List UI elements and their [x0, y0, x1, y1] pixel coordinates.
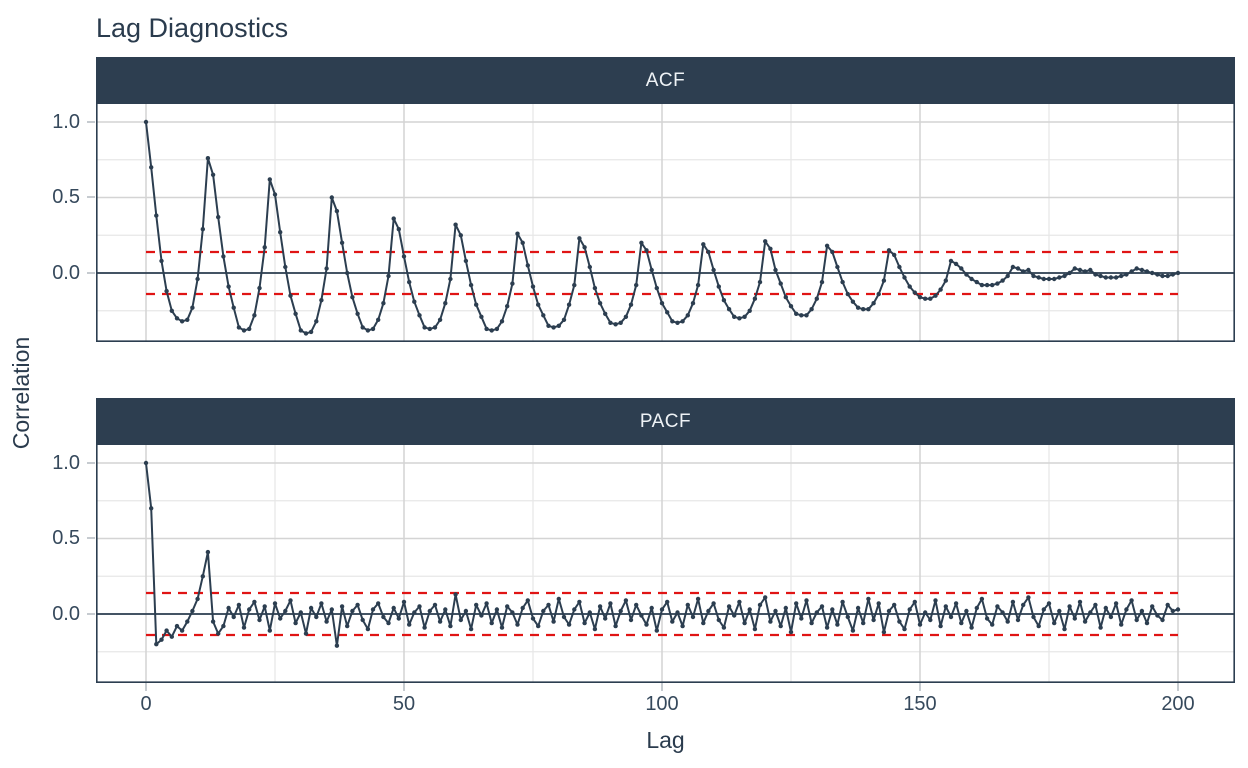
pacf-chart-panel	[96, 445, 1235, 683]
xtick-mark-200	[1177, 683, 1179, 691]
x-axis-title: Lag	[646, 727, 685, 753]
acf-ytick-mark-05	[87, 196, 95, 198]
xtick-label-0: 0	[140, 693, 152, 715]
xtick-label-200: 200	[1161, 693, 1195, 715]
xtick-label-100: 100	[645, 693, 679, 715]
xtick-label-50: 50	[392, 693, 416, 715]
acf-ytick-label-05: 0.5	[52, 186, 80, 208]
xtick-mark-50	[403, 683, 405, 691]
page-title: Lag Diagnostics	[96, 13, 289, 43]
pacf-ytick-mark-0	[87, 613, 95, 615]
xtick-mark-150	[919, 683, 921, 691]
y-axis-title: Correlation	[8, 336, 34, 450]
facet-strip-acf-label: ACF	[645, 69, 686, 91]
pacf-ytick-label-1: 1.0	[52, 452, 80, 474]
pacf-ytick-mark-05	[87, 537, 95, 539]
pacf-ytick-label-05: 0.5	[52, 527, 80, 549]
acf-chart-panel	[96, 104, 1235, 342]
acf-ytick-label-0: 0.0	[52, 262, 80, 284]
facet-strip-pacf-label: PACF	[639, 410, 692, 432]
acf-ytick-mark-1	[87, 121, 95, 123]
acf-ytick-label-1: 1.0	[52, 111, 80, 133]
pacf-ytick-mark-1	[87, 462, 95, 464]
pacf-ytick-label-0: 0.0	[52, 603, 80, 625]
facet-strip-pacf: PACF	[96, 398, 1235, 445]
facet-strip-acf: ACF	[96, 57, 1235, 104]
xtick-mark-100	[661, 683, 663, 691]
xtick-label-150: 150	[903, 693, 937, 715]
acf-ytick-mark-0	[87, 272, 95, 274]
xtick-mark-0	[145, 683, 147, 691]
